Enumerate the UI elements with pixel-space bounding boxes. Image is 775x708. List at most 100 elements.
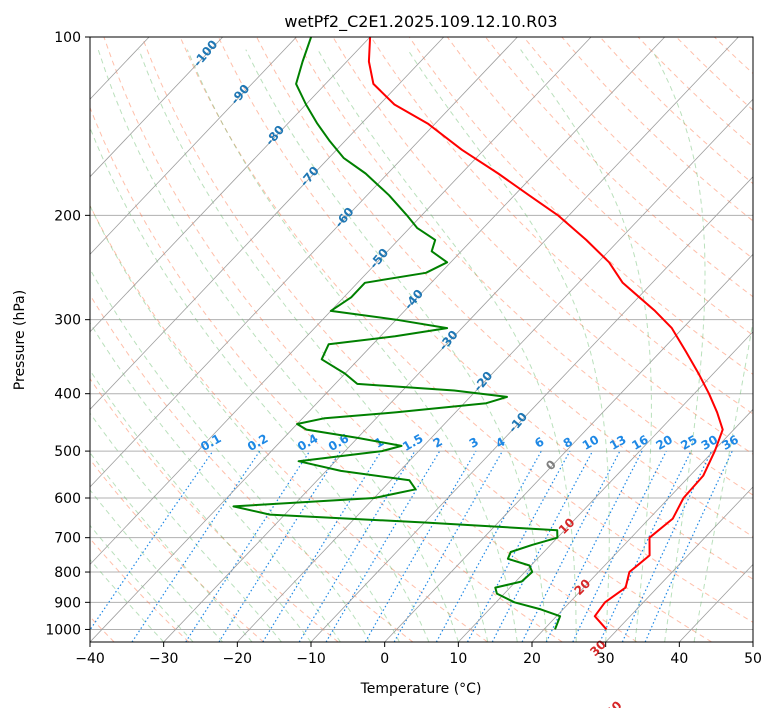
moist-adiabat-lines xyxy=(90,49,753,642)
x-tick-label: 50 xyxy=(744,651,762,667)
x-tick-label: −10 xyxy=(296,651,326,667)
moist-adiabat-line xyxy=(693,318,753,642)
mixing-ratio-label: 10 xyxy=(580,432,601,452)
grid-line-labels: 0.1 0.2 0.4 0.6 1 1.5 2 3 4 6 8 10 13 16 20 25 30 36-100-… xyxy=(190,37,741,708)
dry-adiabat-line xyxy=(408,37,753,375)
isotherm-line xyxy=(90,37,371,333)
mixing-ratio-line xyxy=(491,450,594,642)
isotherm-line xyxy=(163,37,739,642)
dry-adiabat-line xyxy=(637,37,753,148)
moist-adiabat-label: 10 xyxy=(556,515,578,537)
dry-adiabat-line xyxy=(294,37,753,496)
x-tick-label: −40 xyxy=(75,651,105,667)
dewpoint-profile-line xyxy=(232,37,562,630)
y-axis-ticks: 1000 900 800 700 600 500 400 300 200 100 xyxy=(45,30,90,638)
dry-adiabat-label: -20 xyxy=(471,369,496,395)
y-tick-label: 300 xyxy=(54,313,81,329)
dry-adiabat-line xyxy=(217,37,753,580)
isotherm-line xyxy=(531,408,753,642)
dry-adiabat-label: -40 xyxy=(401,287,426,313)
x-tick-label: 30 xyxy=(597,651,615,667)
x-tick-label: 40 xyxy=(670,651,688,667)
moist-adiabat-line xyxy=(407,49,610,642)
mixing-ratio-label: 16 xyxy=(629,432,650,452)
dry-adiabat-line xyxy=(103,37,638,642)
moist-adiabat-label: 40 xyxy=(603,698,625,708)
y-tick-label: 700 xyxy=(54,531,81,547)
isotherm-gridlines xyxy=(90,37,753,642)
moist-adiabat-line xyxy=(90,126,430,642)
moist-adiabat-line xyxy=(97,49,459,642)
dry-adiabat-line xyxy=(90,293,414,642)
dry-adiabat-line xyxy=(561,37,753,222)
mixing-ratio-line xyxy=(521,450,621,642)
dry-adiabat-line xyxy=(141,37,712,642)
dry-adiabat-line xyxy=(599,37,753,185)
mixing-ratio-label: 0.4 xyxy=(295,431,320,454)
mixing-ratio-label: 36 xyxy=(720,432,741,452)
x-tick-label: 0 xyxy=(380,651,389,667)
isotherm-line xyxy=(90,37,592,566)
moist-adiabat-line xyxy=(90,412,282,642)
y-tick-label: 200 xyxy=(54,208,81,224)
x-axis-label: Temperature (°C) xyxy=(360,681,482,697)
moist-adiabat-line xyxy=(138,49,489,642)
mixing-ratio-line xyxy=(466,450,571,642)
y-tick-label: 900 xyxy=(54,595,81,611)
x-axis-ticks: −40 −30 −20 −10 0 10 20 30 40 50 xyxy=(75,642,762,667)
mixing-ratio-line xyxy=(262,450,382,642)
isotherm-line xyxy=(90,37,297,255)
mixing-ratio-label: 1.5 xyxy=(400,431,425,454)
moist-adiabat-line xyxy=(186,49,518,642)
dry-adiabat-label: -90 xyxy=(228,82,253,108)
isotherm-line xyxy=(605,486,753,642)
temperature-profile-line xyxy=(367,37,724,631)
dry-adiabat-label: -30 xyxy=(436,328,461,354)
isotherm-line xyxy=(90,37,445,410)
moist-adiabat-line xyxy=(90,268,371,642)
mixing-ratio-line xyxy=(298,450,416,642)
mixing-ratio-label: 2 xyxy=(431,434,445,450)
mixing-ratio-line xyxy=(325,450,441,642)
moist-adiabat-line xyxy=(90,204,400,642)
moist-adiabat-line xyxy=(317,49,577,642)
dry-adiabat-line xyxy=(90,458,264,642)
profile-series xyxy=(232,37,724,631)
isotherm-line xyxy=(384,253,753,642)
dry-adiabat-line xyxy=(714,37,753,75)
dry-adiabat-line xyxy=(90,204,488,642)
moist-adiabat-label: 0 xyxy=(543,457,559,473)
mixing-ratio-line xyxy=(393,450,504,642)
x-tick-label: −20 xyxy=(223,651,253,667)
moist-adiabat-line xyxy=(90,321,341,642)
moist-adiabat-line xyxy=(520,49,652,642)
dry-adiabat-lines xyxy=(90,37,753,642)
dry-adiabat-label: -50 xyxy=(367,246,392,272)
mixing-ratio-line xyxy=(90,450,214,631)
dry-adiabat-line xyxy=(90,106,563,642)
mixing-ratio-line xyxy=(621,450,713,642)
isotherm-line xyxy=(90,37,518,488)
isotherm-line xyxy=(237,98,753,642)
mixing-ratio-line xyxy=(644,450,733,642)
isotherm-line xyxy=(90,37,666,642)
y-tick-label: 100 xyxy=(54,30,81,46)
y-tick-label: 800 xyxy=(54,565,81,581)
isotherm-line xyxy=(458,331,753,642)
mixing-ratio-line xyxy=(599,450,692,642)
isotherm-line xyxy=(679,563,753,642)
dry-adiabat-label: -60 xyxy=(332,205,357,231)
mixing-ratio-label: 0.2 xyxy=(245,431,270,454)
moist-adiabat-line xyxy=(90,524,194,642)
mixing-ratio-label: 6 xyxy=(532,434,546,450)
dry-adiabat-label: -100 xyxy=(190,37,220,69)
isotherm-line xyxy=(310,176,753,642)
mixing-ratio-line xyxy=(572,450,667,642)
dry-adiabat-line xyxy=(752,37,753,39)
x-tick-label: −30 xyxy=(149,651,179,667)
dry-adiabat-line xyxy=(332,37,753,455)
moist-adiabat-line xyxy=(90,489,223,642)
dry-adiabat-label: -10 xyxy=(506,410,531,436)
moist-adiabat-line xyxy=(651,49,706,642)
moist-adiabat-line xyxy=(90,452,253,642)
